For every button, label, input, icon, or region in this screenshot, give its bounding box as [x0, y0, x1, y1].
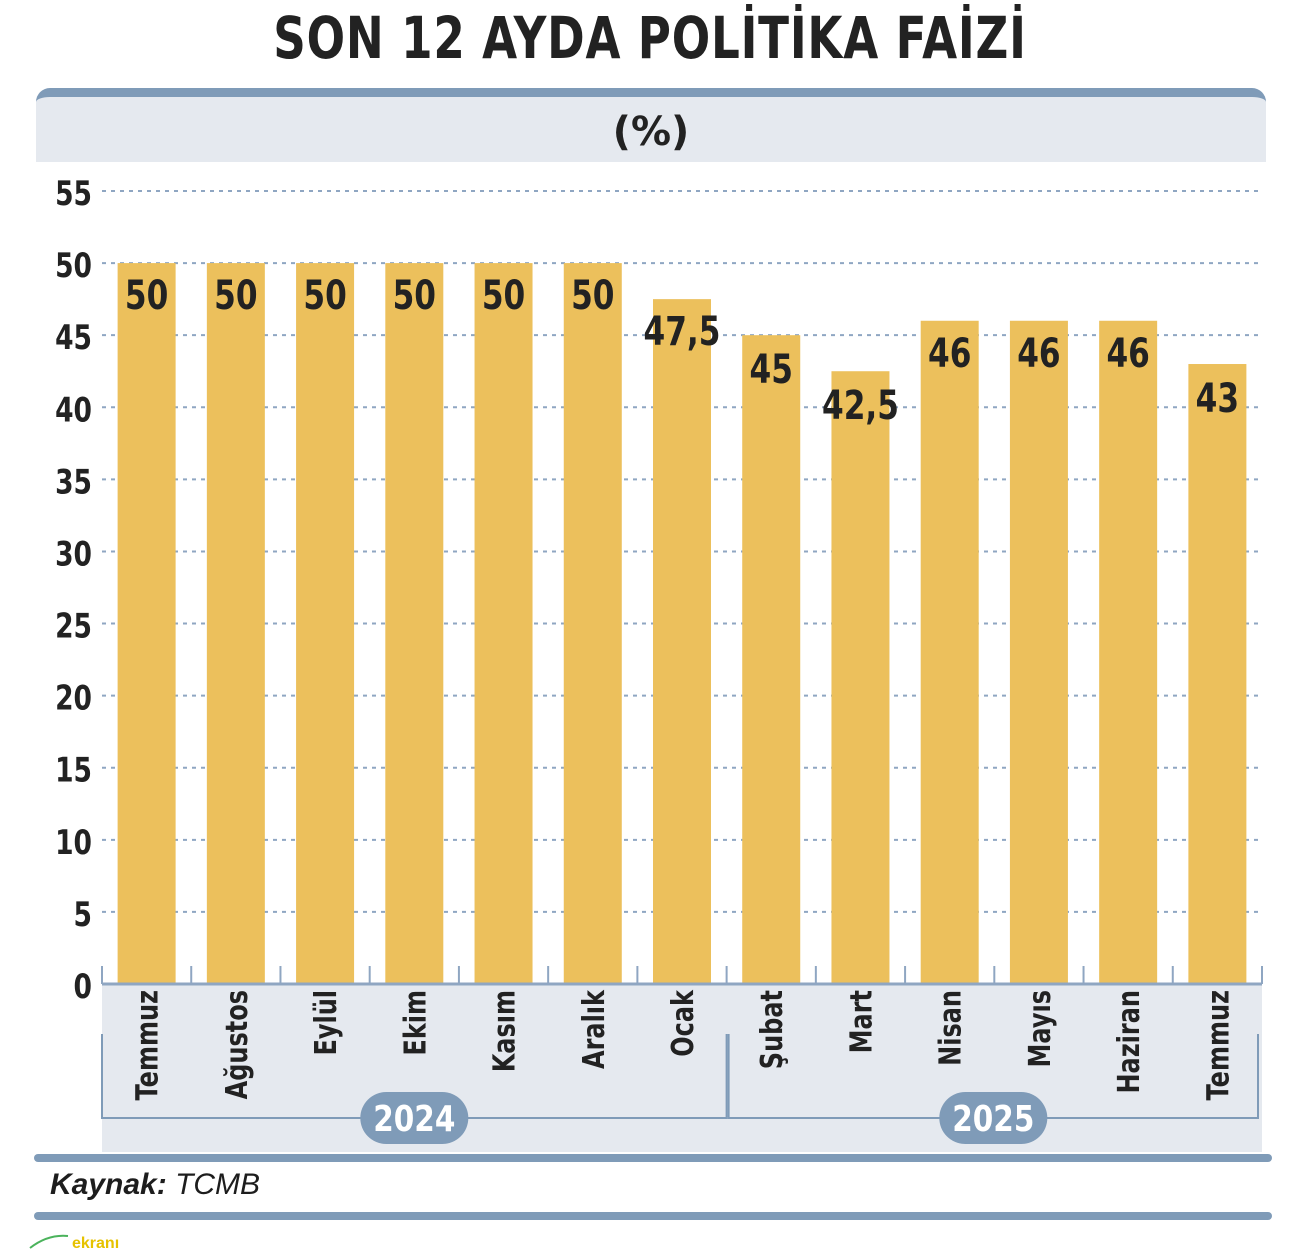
unit-band: (%)	[36, 88, 1266, 162]
bar	[1188, 364, 1247, 984]
y-tick-label: 50	[55, 247, 92, 286]
bar	[1009, 320, 1068, 984]
bar	[1099, 320, 1158, 984]
data-label: 50	[303, 273, 346, 319]
data-label: 46	[1106, 331, 1149, 377]
year-label: 2024	[373, 1097, 455, 1140]
watermark-logo: ekranı	[29, 1234, 119, 1252]
y-tick-label: 35	[55, 463, 92, 502]
bar	[563, 263, 622, 984]
y-tick-label: 55	[55, 175, 92, 214]
footer-top-rule	[34, 1154, 1272, 1162]
source-value: TCMB	[175, 1168, 261, 1201]
chart-title: SON 12 AYDA POLİTİKA FAİZİ	[273, 4, 1027, 72]
source-note: Kaynak: TCMB	[50, 1168, 260, 1202]
x-tick-label: Aralık	[577, 989, 611, 1069]
x-tick-label: Mayıs	[1023, 990, 1057, 1067]
x-tick-label: Kasım	[488, 990, 522, 1072]
year-badge	[360, 1092, 469, 1144]
data-label: 50	[214, 273, 257, 319]
x-tick-label: Ekim	[399, 990, 433, 1056]
data-label: 50	[482, 273, 525, 319]
year-badge	[939, 1092, 1048, 1144]
y-tick-label: 30	[55, 535, 92, 574]
data-label: 45	[750, 347, 793, 393]
y-tick-label: 45	[55, 319, 92, 358]
data-label: 50	[393, 273, 436, 319]
x-tick-label: Şubat	[756, 990, 790, 1069]
x-tick-label: Temmuz	[1202, 990, 1236, 1101]
y-tick-label: 40	[55, 391, 92, 430]
data-label: 43	[1196, 376, 1239, 422]
data-label: 50	[571, 273, 614, 319]
y-tick-label: 15	[55, 752, 92, 791]
data-label: 47,5	[644, 309, 721, 355]
y-tick-label: 0	[74, 968, 92, 1007]
bar	[474, 263, 533, 984]
bar	[653, 299, 711, 984]
watermark-text: ekranı	[72, 1235, 119, 1252]
x-tick-label: Temmuz	[131, 990, 165, 1101]
data-label: 42,5	[822, 384, 899, 430]
x-tick-label: Eylül	[310, 990, 344, 1056]
bar	[831, 371, 890, 984]
bar	[206, 263, 265, 984]
bar	[117, 263, 176, 984]
y-tick-label: 20	[55, 680, 92, 719]
unit-label: (%)	[612, 109, 690, 155]
footer-bottom-rule	[34, 1212, 1272, 1220]
x-tick-label: Ağustos	[220, 990, 254, 1099]
y-tick-label: 10	[55, 824, 92, 863]
year-label: 2025	[952, 1097, 1034, 1140]
bar	[920, 320, 979, 984]
bar	[742, 335, 801, 984]
bar	[385, 263, 444, 984]
data-label: 46	[1017, 331, 1060, 377]
data-label: 50	[125, 273, 168, 319]
x-tick-label: Mart	[845, 990, 879, 1053]
y-tick-label: 5	[74, 896, 92, 935]
x-tick-label: Ocak	[666, 989, 700, 1057]
data-label: 46	[928, 331, 971, 377]
x-tick-label: Haziran	[1113, 990, 1147, 1094]
x-tick-label: Nisan	[934, 990, 968, 1066]
y-tick-label: 25	[55, 607, 92, 646]
bar	[296, 263, 355, 984]
category-band	[102, 984, 1262, 1152]
source-label: Kaynak:	[50, 1168, 167, 1201]
